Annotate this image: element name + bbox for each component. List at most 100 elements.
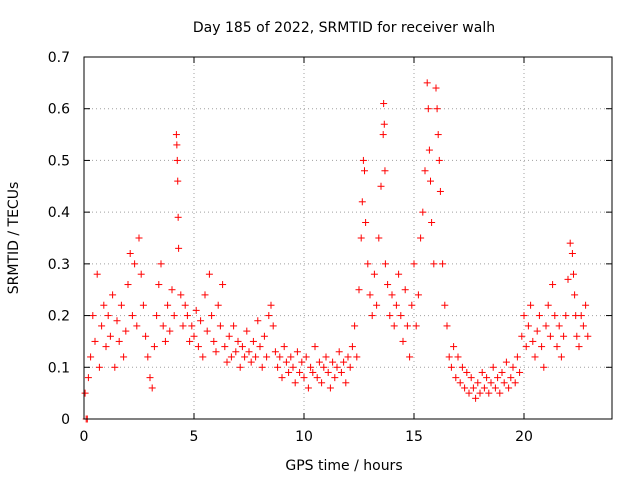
data-point — [320, 363, 328, 371]
data-point — [84, 374, 92, 382]
data-point — [566, 239, 574, 247]
data-point — [173, 156, 181, 164]
data-point — [364, 260, 372, 268]
data-point — [311, 343, 319, 351]
data-point — [368, 312, 376, 320]
data-point — [480, 384, 488, 392]
data-point — [535, 312, 543, 320]
data-point — [463, 368, 471, 376]
data-point — [498, 368, 506, 376]
data-point — [469, 384, 477, 392]
data-point — [161, 337, 169, 345]
data-point — [139, 301, 147, 309]
data-point — [157, 260, 165, 268]
data-point — [300, 374, 308, 382]
data-point — [223, 358, 231, 366]
data-point — [511, 379, 519, 387]
data-point — [513, 353, 521, 361]
data-point — [131, 260, 139, 268]
data-point — [564, 275, 572, 283]
data-point — [553, 343, 561, 351]
data-point — [227, 353, 235, 361]
data-point — [331, 374, 339, 382]
data-point — [380, 120, 388, 128]
data-point — [122, 327, 130, 335]
data-point — [274, 363, 282, 371]
data-point — [282, 358, 290, 366]
data-point — [153, 312, 161, 320]
data-point — [289, 363, 297, 371]
data-point — [424, 105, 432, 113]
data-point — [87, 353, 95, 361]
data-point — [390, 322, 398, 330]
data-point — [146, 374, 154, 382]
data-point — [544, 301, 552, 309]
data-point — [225, 332, 233, 340]
data-point — [366, 291, 374, 299]
data-point — [256, 343, 264, 351]
data-point — [216, 322, 224, 330]
data-point — [181, 301, 189, 309]
y-tick-label: 0.1 — [48, 360, 70, 376]
data-point — [551, 312, 559, 320]
data-point — [324, 368, 332, 376]
data-point — [183, 312, 191, 320]
data-point — [476, 389, 484, 397]
data-point — [529, 337, 537, 345]
data-point — [428, 218, 436, 226]
data-point — [346, 363, 354, 371]
x-tick-label: 20 — [515, 429, 533, 445]
data-point — [117, 301, 125, 309]
data-point — [362, 218, 370, 226]
data-point — [357, 234, 365, 242]
data-point — [568, 250, 576, 258]
data-point — [95, 363, 103, 371]
data-point — [478, 368, 486, 376]
data-point — [370, 270, 378, 278]
data-point — [322, 353, 330, 361]
data-point — [337, 368, 345, 376]
data-point — [456, 379, 464, 387]
data-point — [335, 348, 343, 356]
data-point — [221, 343, 229, 351]
data-point — [579, 322, 587, 330]
data-point — [194, 343, 202, 351]
axis-ticks — [83, 56, 612, 420]
data-point — [234, 337, 242, 345]
data-point — [562, 312, 570, 320]
data-point — [265, 312, 273, 320]
data-point — [150, 343, 158, 351]
data-point — [155, 281, 163, 289]
data-point — [93, 270, 101, 278]
data-point — [433, 105, 441, 113]
data-point — [148, 384, 156, 392]
data-point — [100, 301, 108, 309]
data-point — [524, 322, 532, 330]
data-point — [353, 353, 361, 361]
data-point — [313, 374, 321, 382]
data-point — [280, 343, 288, 351]
data-point — [267, 301, 275, 309]
data-point — [582, 301, 590, 309]
data-point — [351, 322, 359, 330]
data-point — [516, 368, 524, 376]
y-axis-label: SRMTID / TECUs — [6, 182, 22, 295]
data-point — [377, 182, 385, 190]
data-point — [432, 84, 440, 92]
data-point — [236, 363, 244, 371]
data-point — [329, 358, 337, 366]
data-point — [388, 291, 396, 299]
data-point — [104, 312, 112, 320]
data-point — [128, 312, 136, 320]
data-point — [298, 358, 306, 366]
data-point — [263, 353, 271, 361]
data-point — [522, 343, 530, 351]
data-point — [502, 358, 510, 366]
data-point — [201, 291, 209, 299]
data-point — [168, 286, 176, 294]
data-point — [509, 363, 517, 371]
data-point — [518, 332, 526, 340]
data-point — [318, 379, 326, 387]
data-point — [542, 322, 550, 330]
x-axis-label: GPS time / hours — [285, 458, 402, 474]
